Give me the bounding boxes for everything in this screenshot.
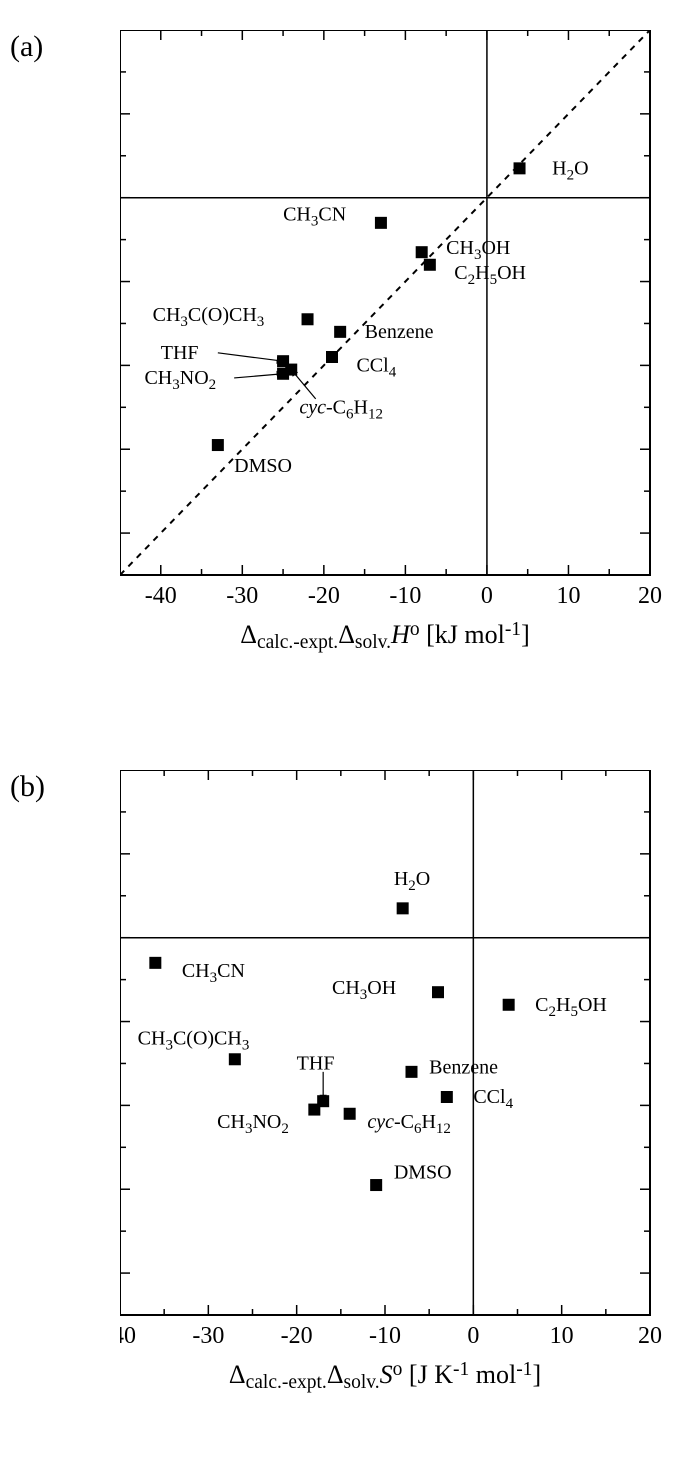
data-label-CH3CN: CH3​CN (182, 960, 245, 986)
data-label-DMSO: DMSO (234, 455, 292, 477)
data-label-cycC6H12: cyc-C6​H12​ (367, 1111, 451, 1137)
panel-label-b: (b) (10, 770, 45, 804)
data-label-CH3NO2: CH3​NO2​ (144, 367, 216, 393)
data-point-cycC6H12 (344, 1108, 356, 1120)
x-tick-label: 10 (550, 1323, 574, 1349)
data-label-DMSO: DMSO (394, 1161, 452, 1183)
data-point-C2H5OH (503, 999, 515, 1011)
x-axis-title: Δcalc.-expt.​Δsolv.​So​ [J K-1​ mol-1​] (229, 1359, 541, 1393)
data-label-H2O: H2​O (552, 157, 588, 183)
plot-b-wrap: -40-30-20-1001020-40-30-20-1001020Δcalc.… (120, 770, 686, 1430)
x-tick-label: -40 (120, 1323, 136, 1349)
x-tick-label: -30 (192, 1323, 224, 1349)
data-label-CH3COCH3: CH3​C(O)CH3​ (153, 304, 265, 330)
data-point-CH3OH (416, 246, 428, 258)
data-label-CH3OH: CH3​OH (446, 237, 510, 263)
leader-arrow (291, 370, 315, 399)
data-point-CH3COCH3 (229, 1053, 241, 1065)
data-label-C2H5OH: C2​H5​OH (454, 262, 526, 288)
data-label-C2H5OH: C2​H5​OH (535, 994, 607, 1020)
data-label-CCl4: CCl4​ (356, 354, 396, 380)
data-label-CH3CN: CH3​CN (283, 203, 346, 229)
data-label-CCl4: CCl4​ (473, 1086, 513, 1112)
x-axis-title: Δcalc.-expt.​Δsolv.​Ho​ [kJ mol-1​] (240, 619, 529, 653)
data-point-H2O (397, 902, 409, 914)
panel-a: (a) -40-30-20-1001020-40-30-20-1001020Δc… (0, 30, 686, 740)
panel-label-a: (a) (10, 30, 43, 64)
data-point-CH3OH (432, 986, 444, 998)
data-point-CH3CN (149, 957, 161, 969)
data-label-CH3NO2: CH3​NO2​ (217, 1111, 289, 1137)
data-label-CH3COCH3: CH3​C(O)CH3​ (138, 1027, 250, 1053)
data-label-THF: THF (161, 342, 199, 364)
scatter-plot-b: -40-30-20-1001020-40-30-20-1001020Δcalc.… (120, 770, 686, 1425)
x-tick-label: -20 (281, 1323, 313, 1349)
data-point-CCl4 (441, 1091, 453, 1103)
leader-arrow (234, 374, 283, 378)
x-tick-label: 0 (481, 583, 493, 609)
leader-arrow (218, 353, 283, 361)
data-label-Benzene: Benzene (365, 321, 434, 343)
x-tick-label: -40 (145, 583, 177, 609)
scatter-plot-a: -40-30-20-1001020-40-30-20-1001020Δcalc.… (120, 30, 686, 685)
x-tick-label: 0 (467, 1323, 479, 1349)
data-label-THF: THF (297, 1052, 335, 1074)
data-label-CH3OH: CH3​OH (332, 977, 396, 1003)
data-label-cycC6H12: cyc-C6​H12​ (299, 396, 383, 422)
data-point-DMSO (370, 1179, 382, 1191)
plot-a-wrap: -40-30-20-1001020-40-30-20-1001020Δcalc.… (120, 30, 686, 690)
data-point-CH3CN (375, 217, 387, 229)
x-tick-label: 20 (638, 583, 662, 609)
data-point-CCl4 (326, 351, 338, 363)
data-point-DMSO (212, 439, 224, 451)
data-label-H2O: H2​O (394, 868, 430, 894)
x-tick-label: -10 (389, 583, 421, 609)
data-label-Benzene: Benzene (429, 1057, 498, 1079)
data-point-Benzene (334, 326, 346, 338)
data-point-H2O (514, 162, 526, 174)
panel-b: (b) -40-30-20-1001020-40-30-20-1001020Δc… (0, 770, 686, 1478)
data-point-C2H5OH (424, 259, 436, 271)
x-tick-label: 20 (638, 1323, 662, 1349)
data-point-CH3COCH3 (302, 313, 314, 325)
data-point-CH3NO2 (308, 1104, 320, 1116)
x-tick-label: -30 (226, 583, 258, 609)
figure-container: (a) -40 -30 -20 -10 0 10 20 -40 -30 -20 -10 0 10 20 Δc… (0, 30, 686, 1478)
x-tick-label: 10 (556, 583, 580, 609)
x-tick-label: -10 (369, 1323, 401, 1349)
data-point-Benzene (406, 1066, 418, 1078)
x-tick-label: -20 (308, 583, 340, 609)
